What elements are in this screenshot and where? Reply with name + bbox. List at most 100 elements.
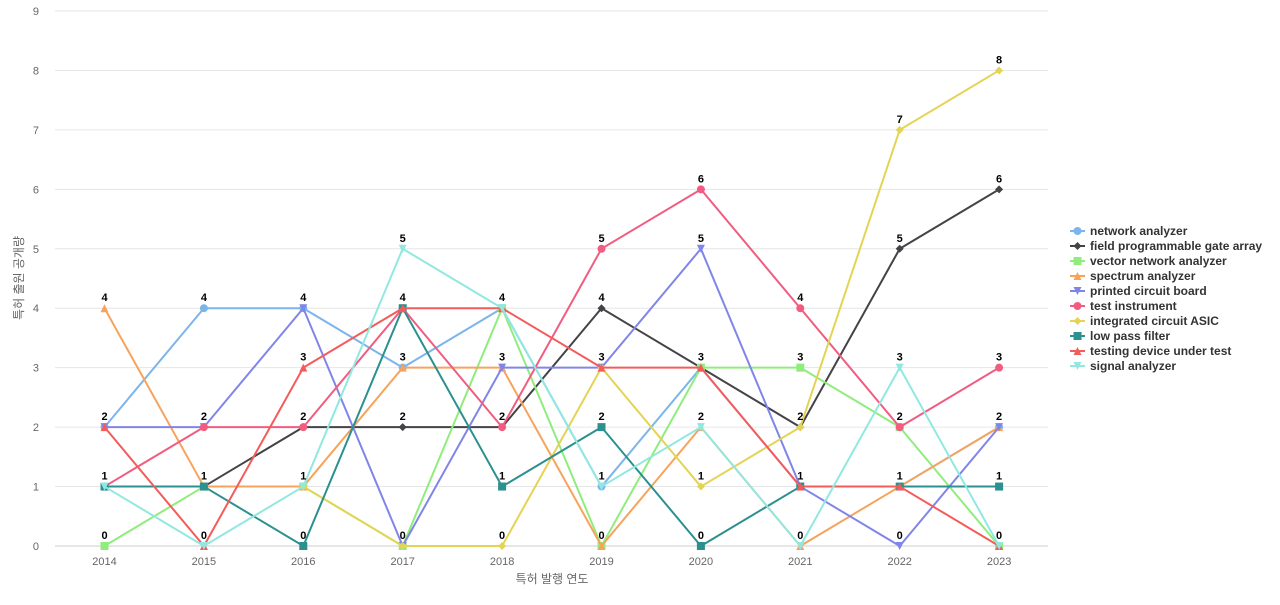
data-point xyxy=(299,423,308,432)
x-tick-label: 2022 xyxy=(887,556,911,568)
data-point xyxy=(796,304,805,313)
data-point xyxy=(498,363,507,372)
legend-item[interactable]: signal analyzer xyxy=(1070,359,1176,373)
data-point xyxy=(597,542,606,550)
legend-label: test instrument xyxy=(1090,299,1177,313)
data-label: 2 xyxy=(400,411,406,423)
legend-item[interactable]: printed circuit board xyxy=(1070,284,1207,298)
data-label: 1 xyxy=(698,471,704,483)
data-label: 0 xyxy=(897,530,903,542)
data-label: 5 xyxy=(897,233,903,245)
x-tick-label: 2023 xyxy=(987,556,1011,568)
data-point xyxy=(597,363,606,372)
data-point xyxy=(299,304,308,313)
data-point xyxy=(597,423,606,432)
data-point xyxy=(299,482,308,491)
data-label: 5 xyxy=(598,233,604,245)
legend-item[interactable]: testing device under test xyxy=(1070,344,1231,358)
legend-marker xyxy=(1073,227,1082,235)
x-tick-label: 2015 xyxy=(192,556,216,568)
data-point xyxy=(895,542,904,550)
legend-item[interactable]: network analyzer xyxy=(1070,224,1188,238)
data-point xyxy=(895,244,904,253)
x-tick-label: 2014 xyxy=(92,556,116,568)
data-label: 0 xyxy=(101,530,107,542)
series-line xyxy=(103,247,1000,547)
data-point xyxy=(696,423,705,432)
data-label: 2 xyxy=(300,411,306,423)
y-tick-label: 0 xyxy=(33,541,39,553)
legend-label: low pass filter xyxy=(1090,329,1170,343)
legend-item[interactable]: integrated circuit ASIC xyxy=(1070,314,1219,328)
data-point xyxy=(696,482,705,491)
legend-label: signal analyzer xyxy=(1090,359,1176,373)
y-tick-label: 7 xyxy=(33,125,39,137)
data-point xyxy=(498,423,507,432)
legend-marker xyxy=(1073,287,1082,295)
legend-item[interactable]: vector network analyzer xyxy=(1070,254,1227,268)
data-label: 1 xyxy=(897,471,903,483)
y-tick-label: 8 xyxy=(33,65,39,77)
x-axis-title: 특허 발행 연도 xyxy=(516,571,589,586)
data-point xyxy=(199,304,208,313)
data-label: 6 xyxy=(698,173,704,185)
x-tick-label: 2016 xyxy=(291,556,315,568)
legend-marker xyxy=(1073,272,1082,280)
data-point xyxy=(995,185,1004,194)
data-point xyxy=(796,482,805,491)
data-label: 3 xyxy=(897,352,903,364)
data-label: 3 xyxy=(400,352,406,364)
data-label: 2 xyxy=(101,411,107,423)
data-label: 2 xyxy=(598,411,604,423)
data-point xyxy=(398,423,407,432)
legend-item[interactable]: spectrum analyzer xyxy=(1070,269,1196,283)
data-point xyxy=(100,423,109,432)
data-point xyxy=(398,542,407,550)
data-label: 4 xyxy=(300,292,307,304)
data-label: 3 xyxy=(698,352,704,364)
grid xyxy=(55,10,1048,547)
data-point xyxy=(597,482,606,491)
data-label: 4 xyxy=(499,292,506,304)
series-9 xyxy=(100,244,1004,550)
data-point xyxy=(796,542,805,550)
data-label: 4 xyxy=(400,292,407,304)
legend-marker xyxy=(1073,242,1082,250)
series-line xyxy=(302,69,1000,547)
legend-item[interactable]: test instrument xyxy=(1070,299,1177,313)
data-point xyxy=(299,363,308,372)
legend-label: vector network analyzer xyxy=(1090,254,1227,268)
data-point xyxy=(995,66,1004,75)
data-point xyxy=(995,363,1004,372)
y-axis-title: 특허 출원 공개량 xyxy=(12,236,26,320)
y-tick-label: 2 xyxy=(33,422,39,434)
legend-label: printed circuit board xyxy=(1090,284,1207,298)
data-point xyxy=(299,542,308,550)
legend-marker xyxy=(1073,332,1082,340)
data-point xyxy=(895,423,904,432)
data-point xyxy=(895,482,904,491)
data-point xyxy=(398,244,407,253)
legend-marker xyxy=(1073,302,1082,310)
data-label: 1 xyxy=(797,471,803,483)
data-label: 3 xyxy=(797,352,803,364)
data-label: 0 xyxy=(996,530,1002,542)
data-point xyxy=(199,542,208,550)
data-label: 0 xyxy=(300,530,306,542)
data-point xyxy=(597,304,606,313)
legend-item[interactable]: low pass filter xyxy=(1070,329,1170,343)
series-group xyxy=(100,66,1004,550)
legend-item[interactable]: field programmable gate array xyxy=(1070,239,1262,253)
data-label: 0 xyxy=(698,530,704,542)
y-tick-label: 4 xyxy=(33,303,39,315)
series-line xyxy=(103,307,1000,547)
data-point xyxy=(895,363,904,372)
data-label: 1 xyxy=(101,471,107,483)
data-label: 6 xyxy=(996,173,1002,185)
data-label: 4 xyxy=(797,292,804,304)
y-tick-label: 9 xyxy=(33,6,39,18)
series-line xyxy=(104,247,1000,547)
data-labels: 2 4 4 3 4 1 3 1 1 2 1 2 2 2 4 2 5 6 0 1 0 0 3 2 0 4 3 2 0 2 3 5 0 1 4 5 6 4 3 0… xyxy=(101,54,1002,542)
